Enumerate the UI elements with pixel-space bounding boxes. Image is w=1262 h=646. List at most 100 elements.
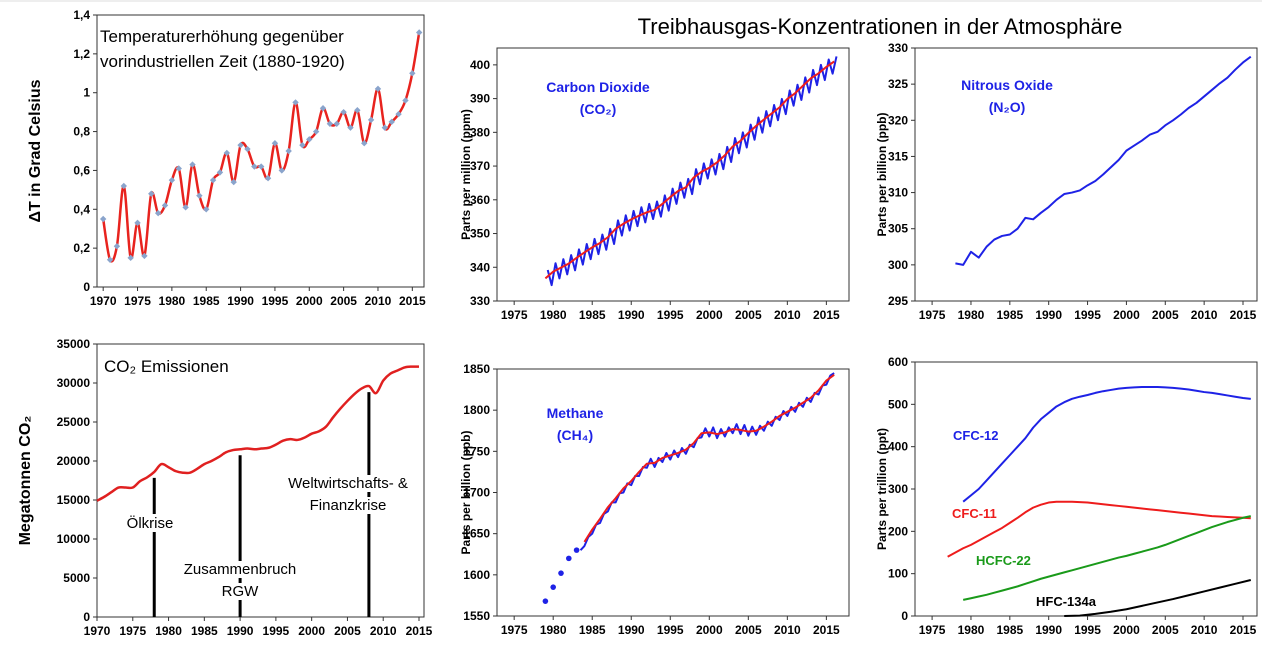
x-tick-label: 1980: [540, 308, 567, 322]
event-label-bg: [124, 514, 176, 532]
data-marker: [285, 147, 292, 155]
event-label-bg: [307, 497, 389, 514]
y-tick-label: 380: [470, 125, 490, 139]
x-tick-label: 1975: [501, 308, 528, 322]
event-label: Zusammenbruch: [184, 561, 297, 578]
data-marker: [347, 124, 354, 131]
y-tick-label: 35000: [57, 337, 91, 351]
y-tick-label: 1,4: [73, 8, 90, 22]
x-tick-label: 1985: [996, 623, 1023, 637]
data-line: [96, 365, 419, 502]
x-tick-label: 2010: [370, 624, 397, 638]
y-tick-label: 0: [83, 610, 90, 624]
x-tick-label: 2005: [334, 624, 361, 638]
x-tick-label: 2000: [296, 294, 323, 308]
y-axis-label: ΔT in Grad Celsius: [27, 79, 44, 222]
data-marker: [113, 243, 121, 250]
x-tick-label: 2005: [735, 623, 762, 637]
y-tick-label: 0,6: [73, 163, 90, 177]
x-tick-label: 2005: [735, 308, 762, 322]
x-tick-label: 1990: [618, 623, 645, 637]
event-label: Weltwirtschafts- &: [288, 475, 408, 492]
data-marker: [106, 256, 114, 263]
x-tick-label: 2015: [406, 624, 433, 638]
x-tick-label: 2005: [330, 294, 357, 308]
y-tick-label: 360: [470, 193, 490, 207]
x-tick-label: 1980: [958, 623, 985, 637]
y-tick-label: 0,4: [73, 202, 90, 216]
annotation: CO₂ Emissionen: [104, 357, 229, 376]
x-tick-label: 2010: [774, 308, 801, 322]
x-tick-label: 2000: [1113, 623, 1140, 637]
x-tick-label: 1990: [618, 308, 645, 322]
y-tick-label: 320: [888, 113, 908, 127]
series-label: CFC-11: [952, 506, 997, 521]
data-marker: [415, 29, 423, 36]
data-marker: [319, 105, 327, 112]
x-tick-label: 1985: [996, 308, 1023, 322]
data-marker: [244, 145, 251, 153]
data-marker: [354, 107, 361, 114]
y-axis-label: Parts per million (ppm): [459, 109, 473, 240]
y-tick-label: 500: [888, 397, 908, 411]
annotation: Carbon Dioxide: [546, 79, 650, 95]
x-tick-label: 1975: [919, 308, 946, 322]
data-point: [558, 570, 564, 576]
data-line: [1064, 579, 1252, 617]
x-tick-label: 1985: [193, 294, 220, 308]
x-tick-label: 1990: [227, 624, 254, 638]
event-label-bg: [219, 583, 262, 600]
y-tick-label: 1750: [463, 444, 490, 458]
data-marker: [203, 206, 210, 213]
y-tick-label: 1800: [463, 403, 490, 417]
y-tick-label: 350: [470, 227, 490, 241]
y-tick-label: 310: [888, 186, 908, 200]
data-marker: [402, 97, 409, 104]
x-tick-label: 1990: [1035, 623, 1062, 637]
x-tick-label: 1985: [579, 623, 606, 637]
data-point: [542, 598, 549, 604]
data-point: [550, 584, 556, 590]
data-marker: [278, 167, 285, 174]
y-tick-label: 295: [888, 294, 908, 308]
plot-frame: [96, 343, 425, 618]
x-tick-label: 1985: [191, 624, 218, 638]
data-marker: [223, 149, 231, 157]
data-point: [573, 547, 580, 553]
data-marker: [333, 120, 340, 127]
x-tick-label: 2005: [1152, 308, 1179, 322]
data-marker: [367, 116, 375, 124]
data-line: [962, 385, 1251, 503]
y-tick-label: 1650: [463, 527, 490, 541]
data-marker: [209, 176, 217, 184]
annotation: (CH₄): [557, 427, 593, 443]
data-marker: [189, 161, 196, 168]
data-marker: [374, 85, 382, 93]
x-tick-label: 1995: [1074, 623, 1101, 637]
x-tick-label: 1990: [1035, 308, 1062, 322]
y-tick-label: 1: [83, 86, 90, 100]
data-marker: [251, 163, 258, 170]
y-tick-label: 0,8: [73, 125, 90, 139]
y-tick-label: 10000: [57, 532, 91, 546]
y-tick-label: 300: [888, 482, 908, 496]
series-label: HFC-134a: [1036, 594, 1097, 609]
event-label: RGW: [222, 583, 260, 600]
data-marker: [216, 169, 224, 176]
data-marker: [237, 141, 244, 149]
x-tick-label: 2015: [1230, 623, 1257, 637]
event-label-bg: [286, 475, 410, 492]
x-tick-label: 1975: [124, 294, 151, 308]
x-tick-label: 1995: [262, 294, 289, 308]
x-tick-label: 2000: [1113, 308, 1140, 322]
y-axis-label: Megatonnen CO₂: [17, 416, 34, 546]
x-tick-label: 2010: [1191, 308, 1218, 322]
x-tick-label: 1995: [263, 624, 290, 638]
data-marker: [182, 204, 189, 211]
y-tick-label: 15000: [57, 493, 91, 507]
y-tick-label: 1550: [463, 609, 490, 623]
x-tick-label: 1990: [227, 294, 254, 308]
data-marker: [134, 219, 141, 227]
y-tick-label: 200: [888, 524, 908, 538]
